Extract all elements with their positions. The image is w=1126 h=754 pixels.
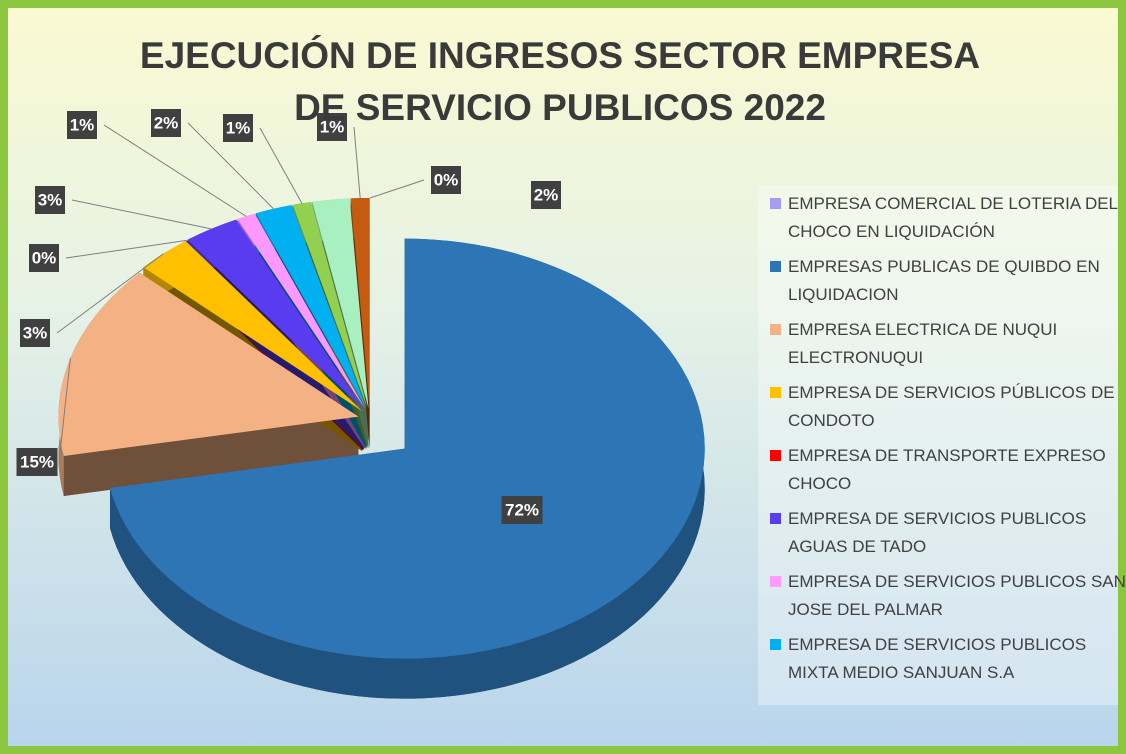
legend-swatch — [770, 639, 781, 650]
legend: EMPRESA COMERCIAL DE LOTERIA DEL CHOCO E… — [758, 185, 1126, 705]
legend-swatch — [770, 513, 781, 524]
pie-slice — [187, 219, 364, 410]
data-label: 1% — [70, 115, 95, 134]
data-label-box — [67, 111, 97, 139]
legend-swatch — [770, 387, 781, 398]
pie-slice — [350, 198, 370, 409]
leader-line — [259, 127, 303, 204]
legend-item: EMPRESA DE SERVICIOS PUBLICOS MIXTA MEDI… — [768, 631, 1126, 687]
leader-line — [58, 358, 71, 463]
pie-slice — [58, 272, 359, 457]
leader-line — [56, 253, 164, 334]
pie-slice — [237, 213, 366, 409]
data-label-box — [501, 496, 543, 524]
data-label: 2% — [534, 185, 559, 204]
data-label: 1% — [226, 118, 251, 137]
legend-item: EMPRESA DE SERVICIOS PÚBLICOS DE CONDOTO — [768, 379, 1126, 435]
data-label-box — [431, 166, 461, 194]
data-label: 0% — [434, 170, 459, 189]
data-label: 2% — [154, 113, 179, 132]
slice-wall — [63, 416, 359, 497]
data-label-box — [151, 109, 181, 137]
leader-line — [71, 199, 212, 230]
leader-line — [187, 122, 274, 210]
legend-item: EMPRESA DE SERVICIOS PUBLICOS AGUAS DE T… — [768, 505, 1126, 561]
data-label: 0% — [32, 248, 57, 267]
pie-slice — [292, 202, 368, 409]
data-label-box — [16, 448, 58, 476]
data-label: 72% — [505, 500, 539, 519]
legend-label: EMPRESA DE SERVICIOS PUBLICOS AGUAS DE T… — [788, 509, 1087, 556]
leader-line — [103, 124, 247, 217]
pie-slice — [312, 198, 369, 409]
legend-label: EMPRESA DE SERVICIOS PUBLICOS MIXTA MEDI… — [788, 635, 1087, 682]
legend-label: EMPRESA COMERCIAL DE LOTERIA DEL CHOCO E… — [788, 194, 1118, 241]
data-label-box — [35, 186, 65, 214]
data-label-box — [531, 181, 561, 209]
pie-slice — [109, 238, 705, 659]
data-label-box — [20, 319, 50, 347]
legend-label: EMPRESA DE SERVICIOS PUBLICOS SAN JOSE D… — [788, 572, 1126, 619]
legend-swatch — [770, 261, 781, 272]
pie-tops — [58, 198, 705, 659]
legend-item: EMPRESA DE TRANSPORTE EXPRESO CHOCO — [768, 442, 1126, 498]
leader-line — [369, 179, 425, 199]
legend-label: EMPRESA DE TRANSPORTE EXPRESO CHOCO — [788, 446, 1106, 493]
legend-item: EMPRESAS PUBLICAS DE QUIBDO EN LIQUIDACI… — [768, 253, 1126, 309]
chart-title: EJECUCIÓN DE INGRESOS SECTOR EMPRESA DE … — [139, 35, 981, 128]
data-label: 1% — [320, 117, 345, 136]
data-label: 15% — [20, 452, 54, 471]
legend-swatch — [770, 576, 781, 587]
data-label: 3% — [23, 323, 48, 342]
pie-slice — [143, 241, 363, 411]
legend-item: EMPRESA COMERCIAL DE LOTERIA DEL CHOCO E… — [768, 190, 1126, 246]
legend-swatch — [770, 198, 781, 209]
leader-line — [353, 126, 361, 199]
data-label-box — [223, 114, 253, 142]
legend-item: EMPRESA ELECTRICA DE NUQUI ELECTRONUQUI — [768, 316, 1126, 372]
data-label-box — [317, 113, 347, 141]
data-label-box — [29, 244, 59, 272]
pie-slice — [255, 205, 367, 409]
legend-label: EMPRESA ELECTRICA DE NUQUI ELECTRONUQUI — [788, 320, 1058, 367]
legend-label: EMPRESAS PUBLICAS DE QUIBDO EN LIQUIDACI… — [788, 257, 1100, 304]
legend-swatch — [770, 450, 781, 461]
pie-slice — [186, 240, 363, 411]
legend-label: EMPRESA DE SERVICIOS PÚBLICOS DE CONDOTO — [788, 383, 1115, 430]
leader-line — [65, 239, 187, 259]
legend-swatch — [770, 324, 781, 335]
data-label: 3% — [38, 190, 63, 209]
legend-item: EMPRESA DE SERVICIOS PUBLICOS SAN JOSE D… — [768, 568, 1126, 624]
